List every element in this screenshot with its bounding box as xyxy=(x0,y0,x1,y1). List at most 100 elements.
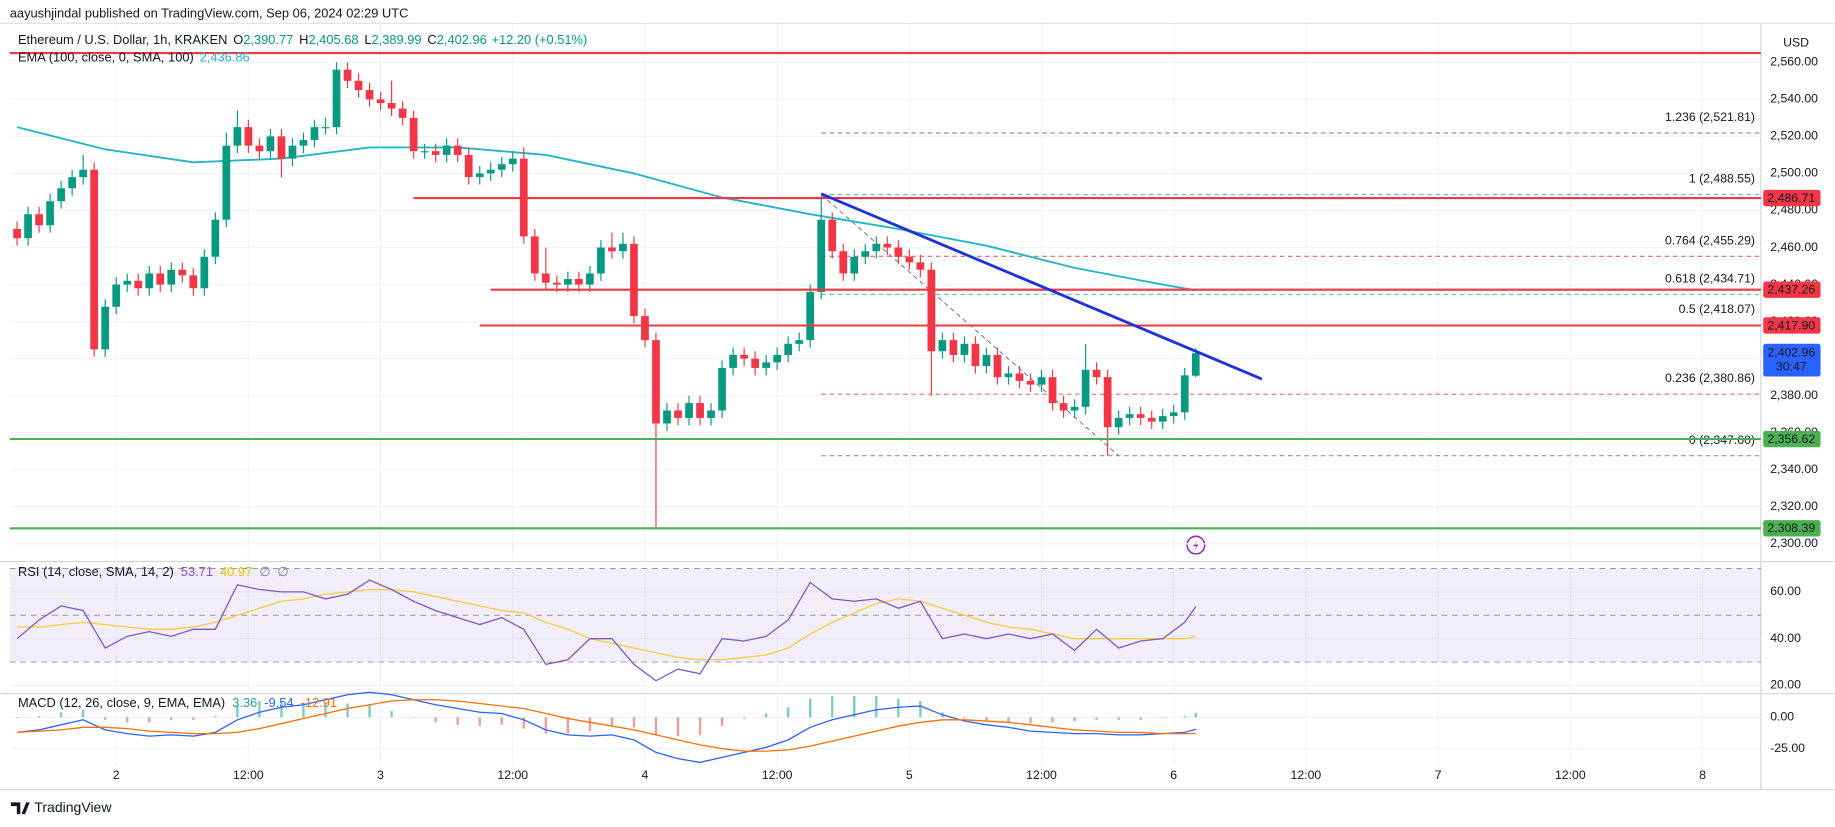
price-level-badge xyxy=(1763,520,1821,537)
x-tick-label: 8 xyxy=(1699,768,1706,782)
symbol-title: Ethereum / U.S. Dollar, 1h, KRAKEN xyxy=(18,32,227,47)
macd-histogram-bar xyxy=(434,717,437,723)
candle-body xyxy=(971,343,980,367)
candle-body xyxy=(486,169,495,174)
y-tick-label: 2,320.00 xyxy=(1770,499,1818,513)
candle-body xyxy=(586,273,594,285)
candle-body xyxy=(464,154,473,178)
candle-body xyxy=(927,269,936,352)
rsi-legend: RSI (14, close, SMA, 14, 2) 53.71 40.97 ∅ ∅ xyxy=(18,565,289,580)
macd-histogram-bar xyxy=(853,695,856,718)
macd-histogram-bar xyxy=(59,712,63,718)
candle-body xyxy=(79,169,88,178)
price-level-label: 2,356.62 xyxy=(1767,432,1815,446)
macd-histogram-bar xyxy=(1051,717,1054,723)
macd-histogram-bar xyxy=(500,717,503,725)
candle-body xyxy=(200,256,209,289)
candle-body xyxy=(453,145,462,155)
candle-body xyxy=(563,279,572,285)
fib-label: 0.764 (2,455.29) xyxy=(1665,233,1755,247)
price-level-label: 2,308.39 xyxy=(1767,521,1815,535)
x-tick-label: 5 xyxy=(906,768,913,782)
candle-body xyxy=(145,273,154,289)
candle-body xyxy=(806,291,815,341)
ema-legend: EMA (100, close, 0, SMA, 100) 2,436.86 xyxy=(18,50,250,65)
currency: USD xyxy=(1783,36,1809,50)
candle-body xyxy=(57,188,65,202)
brand-logo xyxy=(10,802,30,815)
candle-body xyxy=(751,358,759,368)
candle-body xyxy=(222,145,231,220)
macd-histogram-bar xyxy=(324,703,327,718)
candle-body xyxy=(729,354,737,368)
candle-body xyxy=(123,280,132,285)
candle-body xyxy=(1114,417,1123,428)
candle-body xyxy=(1070,406,1079,411)
y-tick-label: 2,540.00 xyxy=(1770,92,1818,106)
candle-body xyxy=(178,269,187,276)
macd-histogram-bar xyxy=(170,717,173,720)
ema-value: 2,436.86 xyxy=(200,50,250,65)
candle-body xyxy=(288,145,297,159)
y-tick-label: 2,560.00 xyxy=(1770,55,1818,69)
price-level-label: 2,437.26 xyxy=(1767,282,1815,296)
macd-histogram-bar xyxy=(104,717,107,720)
macd-histogram-bar xyxy=(875,695,878,718)
publish-note: aayushjindal published on TradingView.co… xyxy=(10,5,409,20)
macd-histogram-bar xyxy=(456,717,459,725)
alert-icon xyxy=(1186,535,1206,555)
ohlc-key: O xyxy=(233,32,243,47)
price-change: +12.20 (+0.51%) xyxy=(491,32,587,47)
macd-legend: MACD (12, 26, close, 9, EMA, EMA) 3.36 -9.… xyxy=(18,696,337,711)
rsi-ma-line xyxy=(17,588,1196,661)
macd-value: 3.36 xyxy=(232,696,257,711)
macd-histogram-bar xyxy=(787,707,790,718)
candle-body xyxy=(475,173,484,178)
x-tick-label: 2 xyxy=(113,768,120,782)
macd-histogram-bar xyxy=(698,717,702,735)
candle-body xyxy=(530,236,539,274)
candle-body xyxy=(861,251,870,257)
ohlc-value: 2,390.77 xyxy=(243,32,293,47)
macd-histogram-bar xyxy=(919,701,922,718)
macd-histogram-bar xyxy=(390,711,393,718)
macd-histogram-bar xyxy=(831,695,834,718)
candle-body xyxy=(1180,375,1189,413)
y-tick-label: 2,380.00 xyxy=(1770,388,1818,402)
candle-body xyxy=(795,340,804,344)
candle-body xyxy=(982,354,991,367)
candle-body xyxy=(299,140,308,146)
logo-mark xyxy=(10,802,30,815)
candle-body xyxy=(839,251,848,274)
macd-histogram-bar xyxy=(37,716,41,718)
candle-body xyxy=(773,354,782,363)
price-level-label: 2,417.90 xyxy=(1767,318,1815,332)
macd-signal-line xyxy=(17,699,1196,752)
ohlc-value: 2,389.99 xyxy=(372,32,422,47)
macd-histogram-bar xyxy=(809,698,812,718)
rsi-name: RSI (14, close, SMA, 14, 2) xyxy=(18,565,174,580)
y-tick-label: 60.00 xyxy=(1770,584,1801,598)
candle-body xyxy=(398,108,407,118)
x-tick-label: 12:00 xyxy=(1291,768,1322,782)
last-price-badge xyxy=(1763,343,1821,377)
macd-histogram-bar xyxy=(610,717,614,727)
macd-histogram-bar xyxy=(676,717,680,737)
y-tick-label: 2,500.00 xyxy=(1770,166,1818,180)
candle-body xyxy=(332,69,341,128)
x-tick-label: 7 xyxy=(1435,768,1442,782)
candle-body xyxy=(508,158,517,165)
candle-body xyxy=(442,145,451,155)
macd-histogram-bar xyxy=(1007,717,1010,723)
macd-histogram-bar xyxy=(742,717,746,719)
candle-body xyxy=(883,243,892,248)
macd-histogram-bar xyxy=(544,717,547,734)
countdown: 30:47 xyxy=(1776,359,1807,373)
candle-body xyxy=(233,127,242,146)
candle-body xyxy=(696,403,704,418)
candle-body xyxy=(1037,377,1046,385)
macd-histogram-bar xyxy=(478,717,481,727)
candle-body xyxy=(916,262,925,270)
